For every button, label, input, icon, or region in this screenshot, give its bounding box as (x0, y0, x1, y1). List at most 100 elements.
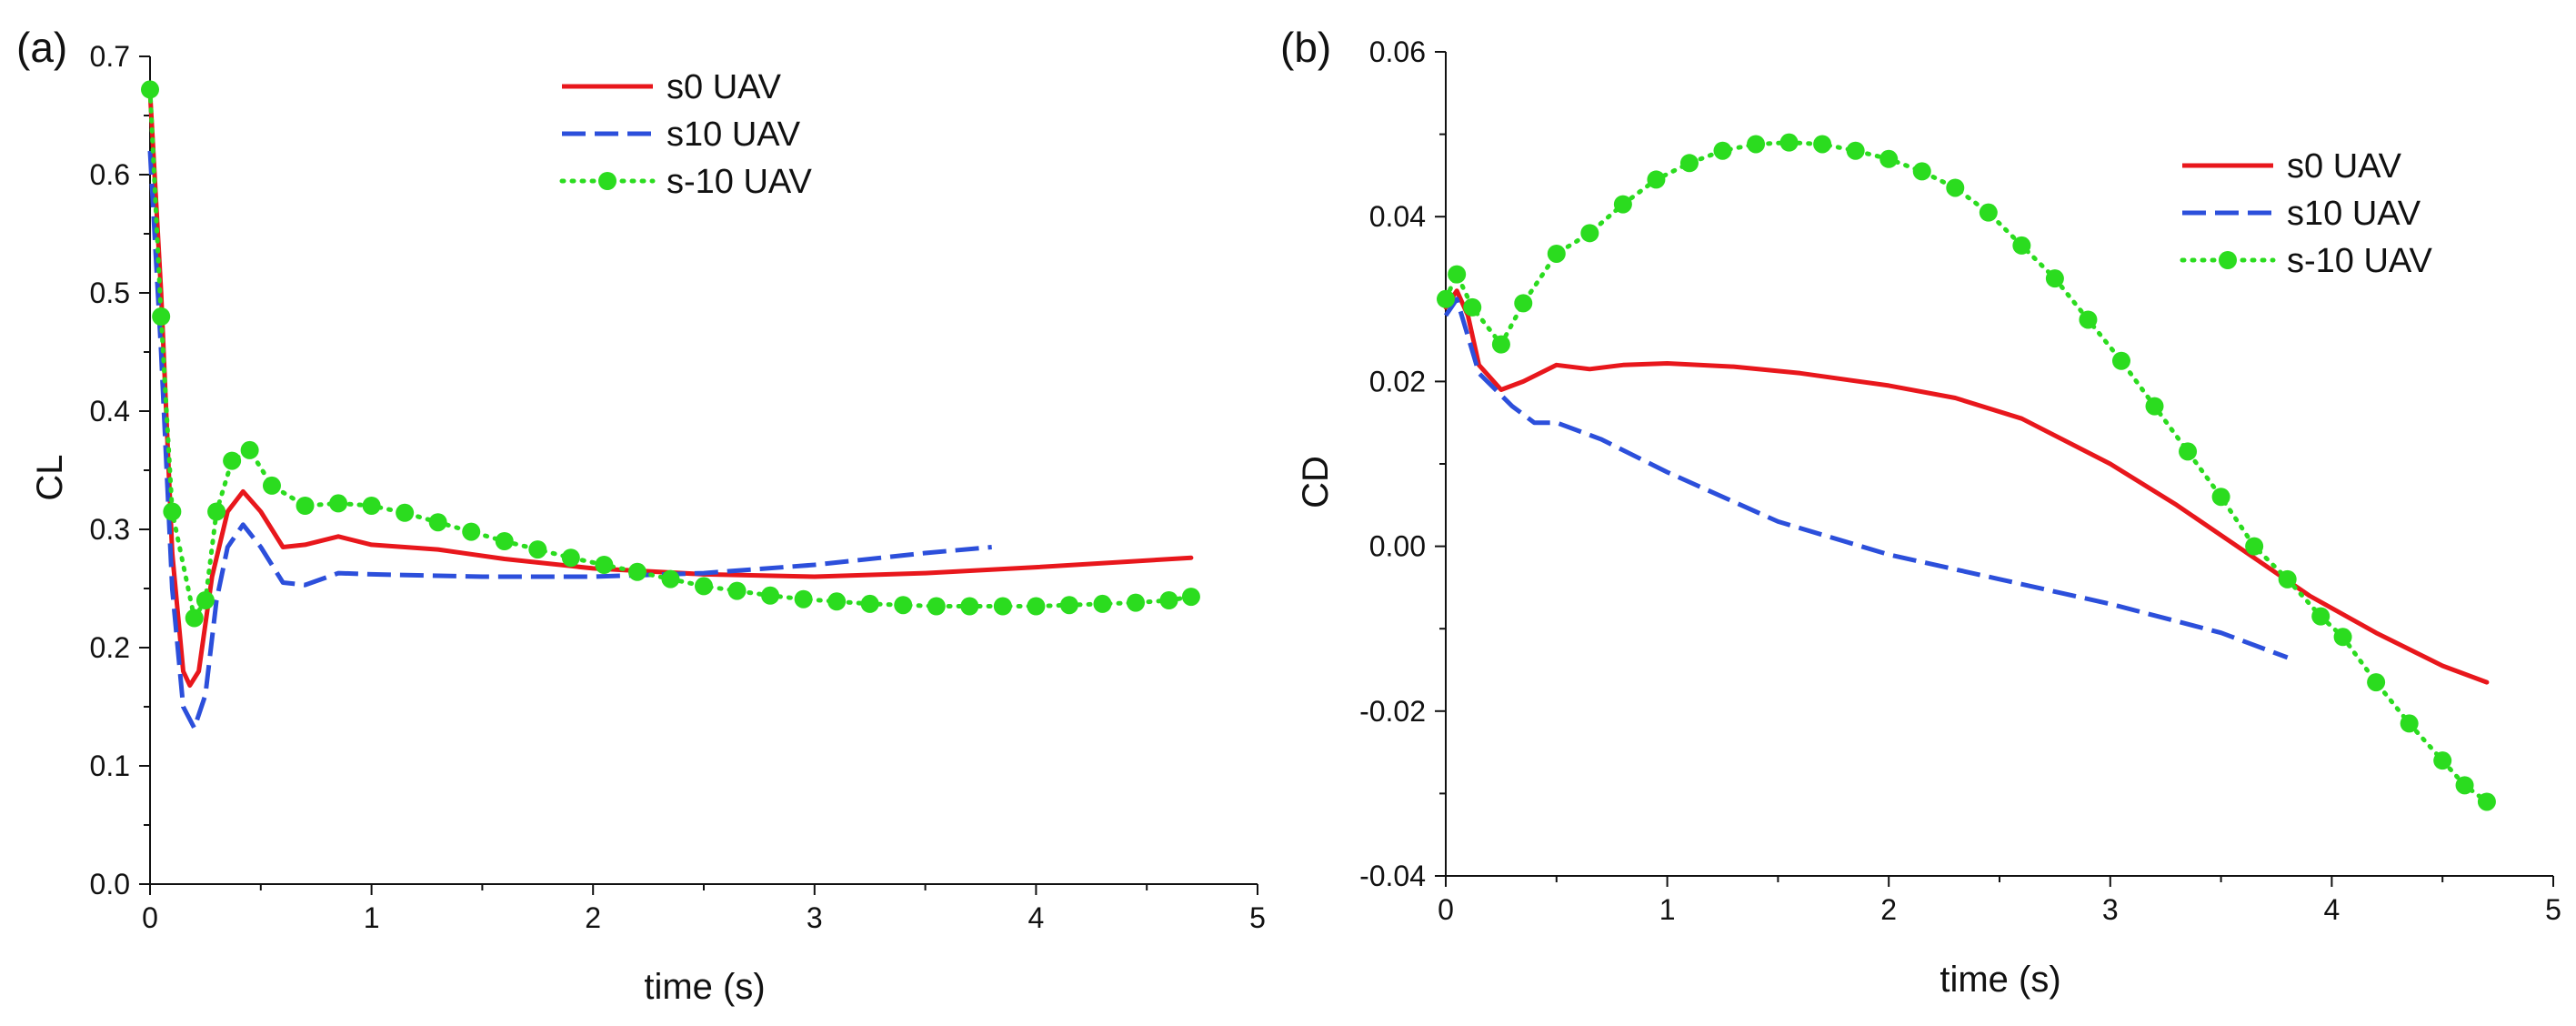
legend-marker-s-10-uav (598, 172, 616, 190)
series-point-s-10-uav (1747, 135, 1766, 154)
series-point-s-10-uav (2211, 488, 2230, 507)
y-tick-label: 0.02 (1369, 365, 1426, 397)
series-point-s-10-uav (462, 522, 481, 541)
series-point-s-10-uav (2045, 269, 2064, 288)
series-point-s-10-uav (1159, 591, 1178, 609)
x-axis-title-b: time (s) (1940, 960, 2060, 1000)
series-point-s-10-uav (1979, 203, 1998, 222)
x-tick-label: 1 (364, 901, 380, 934)
y-tick-label: 0.7 (90, 40, 130, 73)
series-point-s-10-uav (2145, 397, 2164, 416)
series-point-s-10-uav (1059, 596, 1078, 615)
legend-label-s10-uav: s10 UAV (667, 116, 801, 154)
series-point-s-10-uav (1027, 597, 1046, 616)
series-point-s-10-uav (2455, 776, 2474, 795)
series-point-s-10-uav (362, 497, 381, 515)
x-tick-label: 2 (1880, 893, 1897, 926)
series-point-s-10-uav (1437, 289, 1455, 308)
series-point-s-10-uav (428, 513, 447, 532)
series-point-s-10-uav (1491, 335, 1510, 354)
series-line-s10-uav (147, 150, 992, 730)
x-tick-label: 0 (142, 901, 158, 934)
chart-panel-a: (a) time (s) CL 0.0 0.1 0.2 0.3 0.4 0.5 0.6 0.7… (16, 24, 1266, 1007)
series-point-s-10-uav (1679, 154, 1699, 173)
y-axis-title-b: CD (1296, 456, 1336, 508)
x-axis-title-a: time (s) (644, 967, 765, 1007)
series-point-s-10-uav (894, 596, 913, 615)
series-point-s-10-uav (2433, 751, 2452, 770)
series-line-s0-uav (1443, 288, 2490, 685)
series-point-s-10-uav (185, 609, 204, 628)
chart-panel-b: (b) time (s) CD -0.04 -0.02 0.00 0.02 0.04 0.… (1280, 24, 2561, 1000)
series-point-s-10-uav (163, 502, 182, 521)
axis-ticks-a: 0.0 0.1 0.2 0.3 0.4 0.5 0.6 0.7 0 1 2 3 4 5 (90, 40, 1266, 934)
series-point-s-10-uav (2079, 310, 2098, 329)
series-point-s-10-uav (195, 591, 215, 609)
series-point-s-10-uav (860, 594, 879, 613)
series-point-s-10-uav (2245, 537, 2264, 556)
series-point-s-10-uav (761, 586, 780, 605)
series-point-s-10-uav (627, 562, 647, 581)
series-point-s-10-uav (1127, 593, 1146, 612)
series-point-s-10-uav (1813, 135, 1832, 154)
legend-marker-s-10-uav (2219, 251, 2237, 269)
x-tick-label: 2 (585, 901, 601, 934)
x-tick-label: 4 (1028, 901, 1045, 934)
axis-ticks-b: -0.04 -0.02 0.00 0.02 0.04 0.06 0 1 2 3 4 5 (1359, 35, 2561, 926)
y-tick-label: 0.1 (90, 749, 130, 782)
y-tick-label: -0.02 (1359, 695, 1426, 728)
series-point-s-10-uav (1093, 594, 1112, 613)
series-point-s-10-uav (1613, 195, 1632, 214)
x-tick-label: 4 (2324, 893, 2340, 926)
series-point-s-10-uav (1580, 224, 1599, 243)
panel-label-b: (b) (1280, 24, 1331, 71)
series-point-s-10-uav (2367, 673, 2386, 692)
series-point-s-10-uav (528, 540, 547, 559)
series-point-s-10-uav (1181, 588, 1200, 607)
x-tick-label: 5 (2545, 893, 2561, 926)
y-tick-label: 0.04 (1369, 200, 1426, 233)
series-point-s-10-uav (1547, 244, 1566, 263)
series-point-s-10-uav (2400, 714, 2419, 733)
legend-b: s0 UAV s10 UAV s-10 UAV (2180, 147, 2432, 280)
series-point-s-10-uav (2278, 569, 2297, 588)
series-point-s-10-uav (2179, 442, 2198, 461)
series-point-s-10-uav (827, 592, 847, 611)
y-axis-title-a: CL (30, 454, 70, 500)
y-tick-label: -0.04 (1359, 860, 1426, 892)
series-point-s-10-uav (2477, 792, 2496, 811)
series-point-s-10-uav (595, 556, 614, 574)
series-point-s-10-uav (152, 307, 171, 326)
x-tick-label: 5 (1249, 901, 1266, 934)
y-tick-label: 0.00 (1369, 530, 1426, 563)
legend-label-s10-uav: s10 UAV (2287, 195, 2421, 233)
series-point-s-10-uav (1912, 162, 1931, 181)
series-point-s-10-uav (396, 503, 415, 522)
series-line-s-10-uav (1443, 140, 2490, 804)
y-tick-label: 0.5 (90, 277, 130, 309)
series-point-s-10-uav (960, 597, 979, 616)
series-point-s-10-uav (329, 494, 348, 513)
y-tick-label: 0.0 (90, 868, 130, 900)
series-point-s-10-uav (2012, 236, 2031, 255)
series-layer-a (141, 80, 1200, 730)
series-point-s-10-uav (495, 532, 514, 550)
series-point-s-10-uav (1779, 133, 1799, 152)
series-point-s-10-uav (927, 597, 946, 616)
series-line-s10-uav (1443, 297, 2289, 660)
x-tick-label: 3 (2102, 893, 2119, 926)
y-tick-label: 0.3 (90, 513, 130, 546)
series-point-s-10-uav (727, 581, 747, 600)
series-point-s-10-uav (1946, 178, 1965, 197)
series-point-s-10-uav (1846, 141, 1865, 160)
legend-a: s0 UAV s10 UAV s-10 UAV (559, 68, 812, 201)
series-point-s-10-uav (1463, 297, 1482, 317)
series-layer-b (1437, 133, 2496, 811)
series-point-s-10-uav (695, 577, 713, 596)
legend-label-s-10-uav: s-10 UAV (2287, 242, 2432, 280)
legend-label-s0-uav: s0 UAV (667, 68, 782, 106)
series-point-s-10-uav (296, 497, 315, 515)
x-tick-label: 1 (1659, 893, 1676, 926)
series-point-s-10-uav (1879, 149, 1899, 168)
